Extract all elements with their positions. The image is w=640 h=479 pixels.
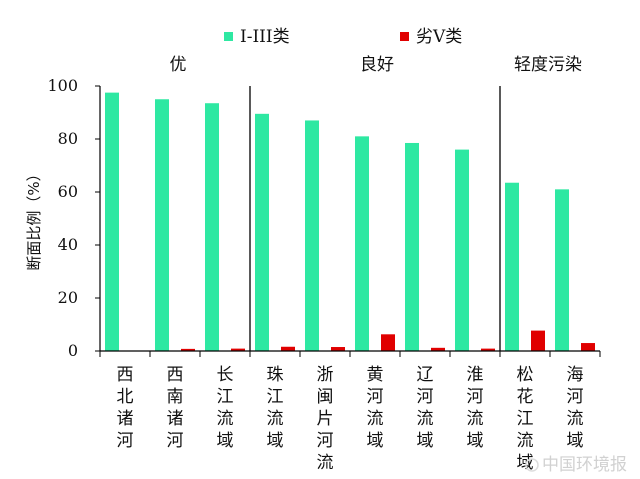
bar-v-1: [181, 348, 195, 351]
y-tick-label: 60: [58, 182, 78, 201]
legend-label-0: I-III类: [240, 27, 290, 47]
bars: [105, 92, 595, 351]
watermark-text: 中国环境报: [542, 455, 627, 475]
y-axis-label-group: 断面比例（%）: [25, 166, 43, 270]
group-separators: [249, 86, 501, 351]
watermark-logo: 中国环境报: [525, 455, 627, 475]
bar-v-9: [581, 343, 595, 351]
bar-i-iii-2: [205, 103, 219, 351]
bar-v-7: [481, 348, 495, 351]
y-tick-label: 0: [68, 341, 78, 360]
bar-i-iii-0: [105, 92, 119, 351]
group-label-2: 轻度污染: [514, 55, 582, 75]
bar-v-2: [231, 348, 245, 351]
group-label-0: 优: [170, 55, 187, 75]
y-ticks: 0 20 40 60 80 100: [47, 76, 100, 360]
x-category-label: 西南诸河: [167, 365, 184, 451]
x-category-label: 淮河流域: [467, 365, 484, 451]
x-category-label: 珠江流域: [267, 365, 284, 451]
legend-swatch-0: [224, 32, 233, 41]
x-category-label: 西北诸河: [117, 365, 134, 451]
legend-swatch-1: [400, 32, 409, 41]
y-tick-label: 80: [58, 129, 78, 148]
x-category-label: 浙闽片河流: [317, 365, 334, 473]
y-tick-label: 100: [47, 76, 78, 95]
bar-i-iii-6: [405, 142, 419, 351]
bar-v-8: [531, 330, 545, 351]
bar-i-iii-7: [455, 149, 469, 351]
x-category-label: 海河流域: [567, 365, 584, 451]
x-category-label: 黄河流域: [367, 365, 384, 451]
group-labels: 优 良好 轻度污染: [170, 55, 583, 75]
axes: [99, 86, 601, 357]
x-category-labels: 西北诸河 西南诸河 长江流域 珠江流域 浙闽片河流 黄河流域 辽河流域 淮河流域 松花江流域 海河…: [117, 365, 584, 473]
bar-i-iii-3: [255, 113, 269, 351]
legend-label-1: 劣V类: [416, 27, 462, 47]
bar-v-6: [431, 347, 445, 351]
y-tick-label: 40: [58, 235, 78, 254]
group-label-1: 良好: [360, 55, 394, 75]
bar-i-iii-1: [155, 99, 169, 351]
bar-i-iii-8: [505, 182, 519, 351]
bar-v-5: [381, 334, 395, 351]
bar-i-iii-4: [305, 120, 319, 351]
legend: I-III类 劣V类: [224, 27, 462, 47]
bar-v-3: [281, 346, 295, 351]
bar-v-4: [331, 347, 345, 351]
y-axis-label: 断面比例（%）: [25, 166, 43, 270]
bar-i-iii-9: [555, 189, 569, 351]
x-category-label: 松花江流域: [517, 365, 534, 473]
x-category-label: 辽河流域: [417, 365, 434, 451]
y-tick-label: 20: [58, 288, 78, 307]
x-category-label: 长江流域: [217, 365, 234, 451]
watermark-icon: [525, 458, 539, 472]
bar-i-iii-5: [355, 136, 369, 351]
